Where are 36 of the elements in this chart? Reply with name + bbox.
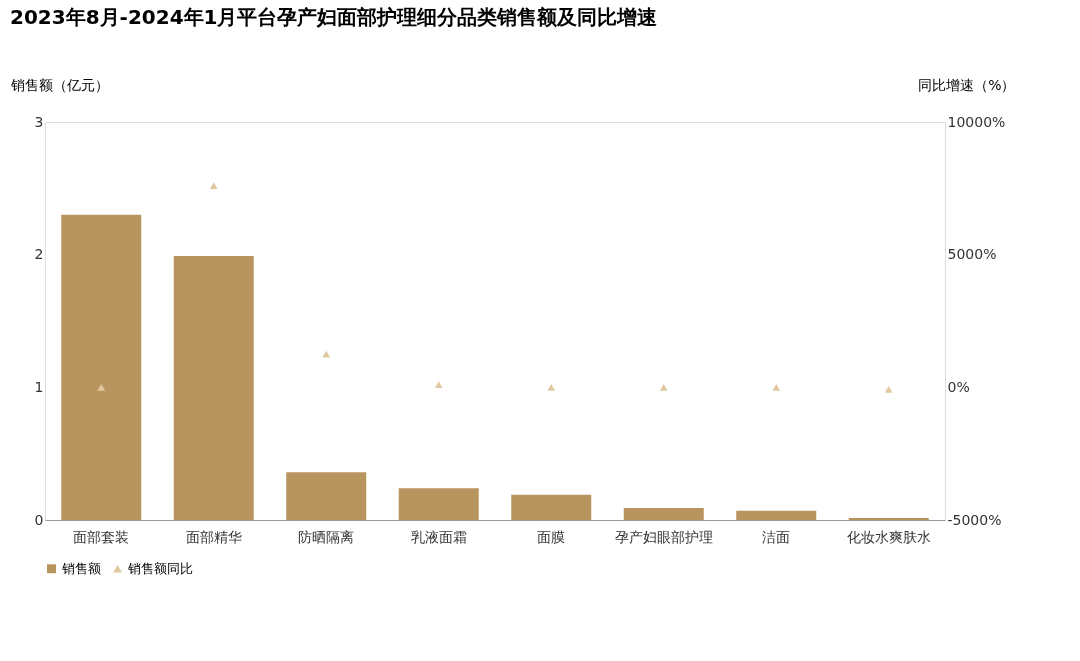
chart-title: 2023年8月-2024年1月平台孕产妇面部护理细分品类销售额及同比增速 bbox=[10, 5, 658, 29]
y2-axis-title: 同比增速（%） bbox=[918, 76, 1016, 93]
y-tick-label: 1 bbox=[34, 378, 44, 395]
legend-label: 销售额同比 bbox=[127, 560, 193, 576]
x-tick-label: 面部精华 bbox=[185, 528, 242, 545]
bar bbox=[286, 472, 367, 520]
point bbox=[97, 383, 106, 391]
y-tick-label: 0 bbox=[34, 511, 44, 528]
x-tick-label: 化妆水爽肤水 bbox=[846, 528, 931, 545]
legend-label: 销售额 bbox=[61, 560, 101, 576]
point bbox=[209, 182, 218, 190]
y-tick-label: 3 bbox=[34, 113, 44, 130]
bar bbox=[61, 214, 142, 520]
bar bbox=[623, 508, 704, 520]
x-tick-label: 洁面 bbox=[762, 528, 791, 545]
y2-tick-label: 10000% bbox=[947, 113, 1006, 130]
bar bbox=[736, 510, 817, 520]
y2-tick-label: -5000% bbox=[947, 511, 1002, 528]
y2-tick-label: 0% bbox=[947, 378, 970, 395]
y2-tick-label: 5000% bbox=[947, 246, 997, 263]
point bbox=[322, 350, 331, 358]
y-tick-label: 2 bbox=[34, 246, 44, 263]
x-tick-label: 乳液面霜 bbox=[410, 528, 467, 545]
x-tick-label: 面部套装 bbox=[73, 528, 130, 545]
bar bbox=[398, 488, 479, 520]
x-tick-label: 孕产妇眼部护理 bbox=[614, 528, 713, 545]
bar bbox=[173, 255, 254, 520]
point bbox=[659, 383, 668, 391]
point bbox=[772, 383, 781, 391]
point bbox=[884, 386, 893, 393]
x-tick-label: 防晒隔离 bbox=[298, 528, 355, 545]
bar bbox=[511, 494, 592, 520]
point bbox=[434, 381, 443, 389]
x-tick-label: 面膜 bbox=[537, 528, 566, 545]
point bbox=[547, 383, 556, 391]
y-axis-title: 销售额（亿元） bbox=[9, 76, 109, 93]
